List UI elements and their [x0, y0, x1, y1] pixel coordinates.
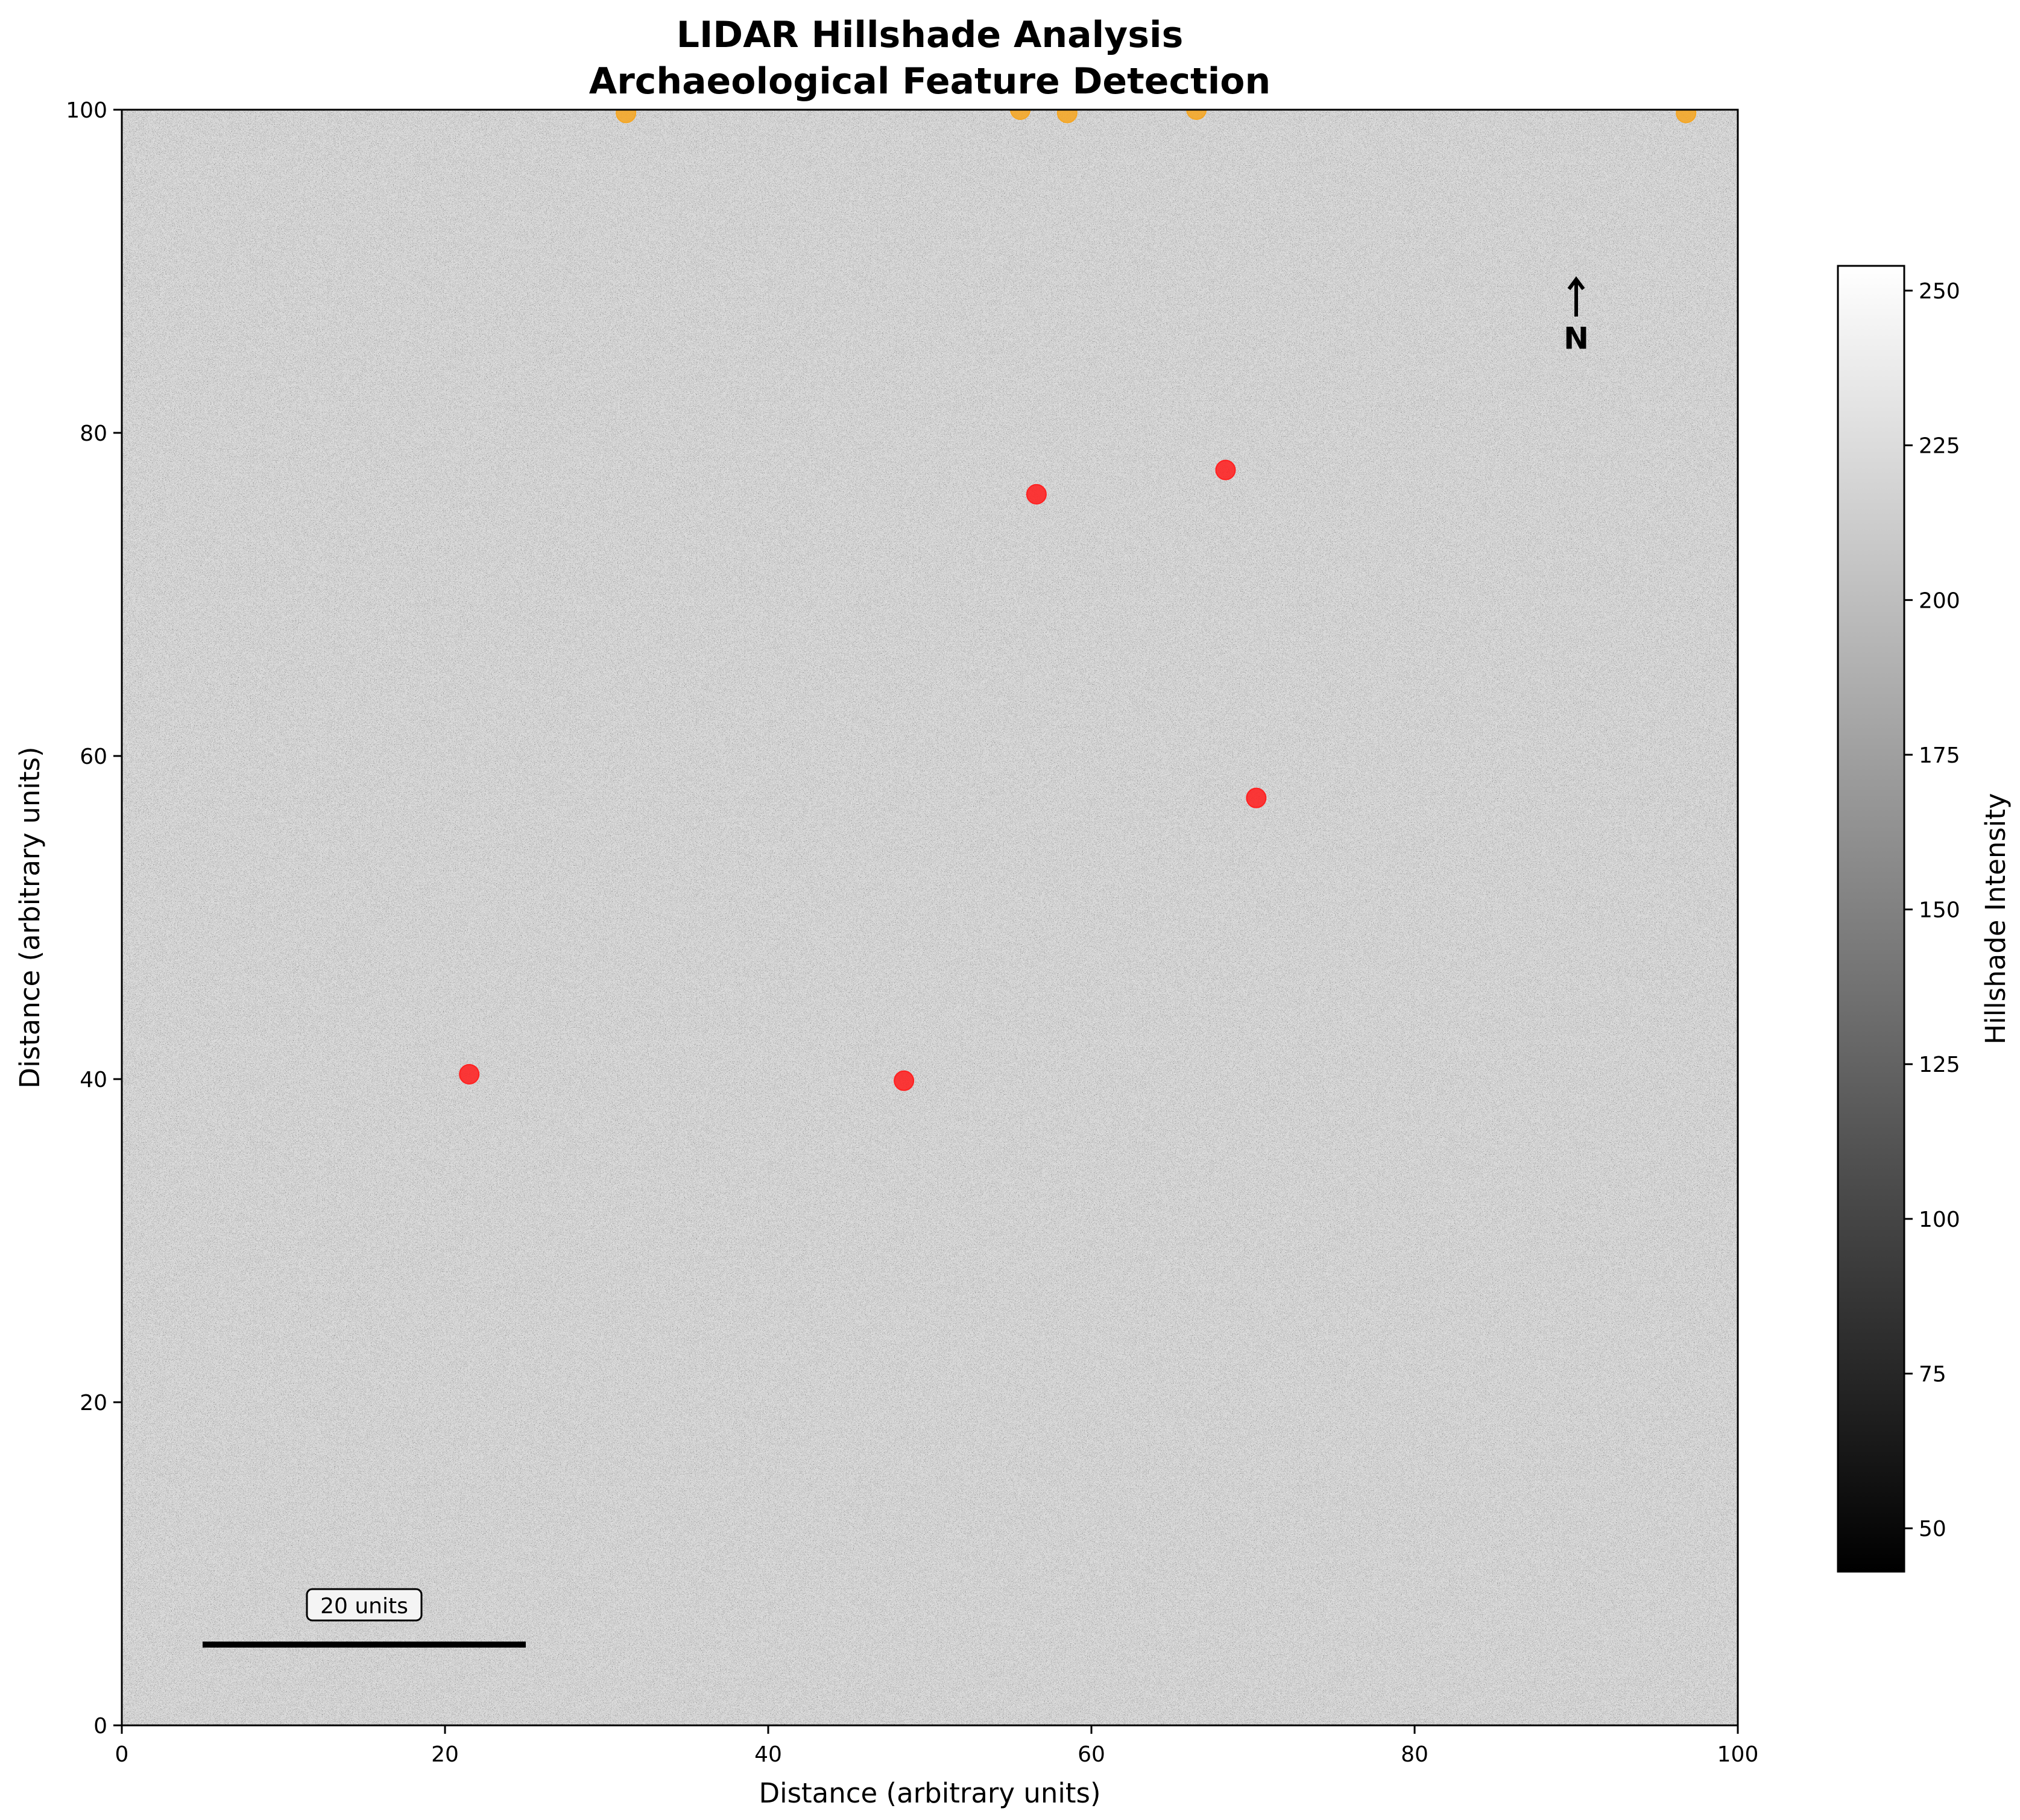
colorbar-tick-label: 175	[1919, 743, 1960, 768]
y-tick-label: 60	[80, 745, 107, 769]
y-tick-label: 100	[66, 98, 107, 123]
y-tick-label: 20	[80, 1391, 107, 1415]
colorbar-tick-label: 225	[1919, 434, 1960, 459]
x-axis-label: Distance (arbitrary units)	[759, 1777, 1100, 1809]
plot-frame	[121, 109, 1739, 1727]
scale-bar-label: 20 units	[320, 1594, 408, 1619]
x-tick-label: 0	[115, 1742, 129, 1767]
feature-point	[1215, 459, 1236, 480]
feature-markers	[459, 459, 1267, 1091]
edge-feature-point	[616, 110, 637, 124]
colorbar-tick-label: 250	[1919, 279, 1960, 304]
y-tick-label: 0	[93, 1714, 107, 1739]
edge-feature-point	[1676, 110, 1697, 124]
edge-feature-point	[1056, 110, 1078, 124]
y-tick-label: 40	[80, 1068, 107, 1092]
x-tick-label: 100	[1717, 1742, 1759, 1767]
colorbar-tick-label: 75	[1919, 1362, 1946, 1387]
chart-title-line1: LIDAR Hillshade Analysis	[677, 14, 1184, 56]
north-label: N	[1564, 321, 1589, 356]
colorbar: 50 75 100 125 150 175 200 225 250 Hillshade Inte…	[1837, 265, 2012, 1573]
colorbar-gradient	[1837, 265, 1905, 1573]
colorbar-tick-label: 100	[1919, 1208, 1960, 1232]
hillshade-raster	[122, 110, 1738, 1725]
edge-feature-markers	[616, 110, 1697, 124]
colorbar-tick-label: 125	[1919, 1053, 1960, 1077]
feature-point	[1026, 483, 1047, 505]
north-arrow-head	[1567, 276, 1585, 291]
feature-point	[459, 1063, 480, 1085]
scale-bar: 20 units	[203, 1588, 526, 1648]
feature-point	[1246, 787, 1267, 808]
feature-point	[894, 1070, 915, 1091]
x-tick-label: 80	[1401, 1742, 1428, 1767]
edge-feature-point	[1186, 110, 1207, 120]
colorbar-label: Hillshade Intensity	[1980, 793, 2012, 1044]
scale-bar-label-box	[306, 1588, 423, 1622]
x-axis-ticks: 0 20 40 60 80 100	[115, 1725, 1759, 1767]
colorbar-tick-label: 200	[1919, 588, 1960, 613]
colorbar-ticks: 50 75 100 125 150 175 200 225 250	[1904, 279, 1960, 1541]
north-arrow: N	[1564, 276, 1589, 356]
y-axis-ticks: 0 20 40 60 80 100	[66, 98, 122, 1739]
x-tick-label: 40	[754, 1742, 782, 1767]
colorbar-tick-label: 150	[1919, 898, 1960, 923]
x-tick-label: 60	[1078, 1742, 1105, 1767]
y-axis-label: Distance (arbitrary units)	[14, 746, 46, 1088]
colorbar-tick-label: 50	[1919, 1517, 1946, 1541]
x-tick-label: 20	[431, 1742, 459, 1767]
y-tick-label: 80	[80, 421, 107, 446]
chart-title-line2: Archaeological Feature Detection	[589, 60, 1270, 102]
edge-feature-point	[1010, 110, 1031, 120]
